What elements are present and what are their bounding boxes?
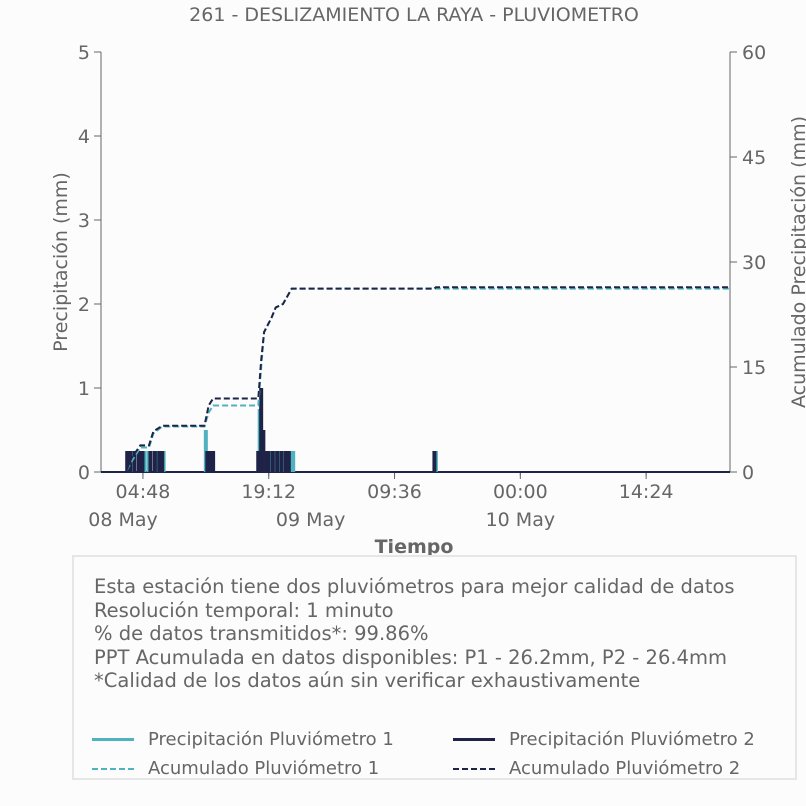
precip-bar-p2 (263, 451, 268, 472)
precip-bar-p1 (291, 451, 296, 472)
accumulated-line-a1 (101, 287, 730, 473)
accumulated-line-a2 (101, 286, 730, 473)
precip-bar-p2 (283, 451, 288, 472)
y-tick-label: 3 (78, 210, 90, 232)
precip-bar-p2 (205, 451, 210, 472)
x-tick-label: 04:48 (116, 481, 171, 503)
legend-swatch-a1 (92, 767, 134, 770)
legend-label-p2: Precipitación Pluviómetro 2 (509, 729, 755, 750)
y2-tick-label: 60 (742, 42, 766, 64)
precip-bar-p2 (259, 388, 264, 472)
info-line-stations: Esta estación tiene dos pluviómetros par… (94, 575, 735, 598)
legend-label-a2: Acumulado Pluviómetro 2 (509, 758, 741, 779)
x-tick-label: 00:00 (493, 481, 548, 503)
precip-bar-p2 (157, 451, 162, 472)
y-axis-label: Precipitación (mm) (50, 172, 72, 352)
y2-axis-label: Acumulado Precipitación (mm) (788, 116, 806, 408)
y-tick-label: 0 (78, 462, 90, 484)
y2-tick-label: 0 (742, 462, 754, 484)
plot-area (101, 286, 730, 473)
y2-tick-label: 45 (742, 147, 766, 169)
precip-bar-p2 (286, 451, 291, 472)
precip-bar-p2 (266, 451, 271, 472)
legend-label-p1: Precipitación Pluviómetro 1 (148, 729, 394, 750)
legend-item-p2: Precipitación Pluviómetro 2 (453, 729, 755, 750)
precip-bar-p2 (208, 451, 213, 472)
legend-label-a1: Acumulado Pluviómetro 1 (148, 758, 380, 779)
precip-bar-p1 (142, 451, 147, 472)
info-panel: Esta estación tiene dos pluviómetros par… (72, 555, 797, 780)
info-line-resolution: Resolución temporal: 1 minuto (94, 598, 394, 622)
legend-item-a1: Acumulado Pluviómetro 1 (92, 758, 379, 779)
y-tick-label: 4 (78, 126, 90, 148)
legend-item-p1: Precipitación Pluviómetro 1 (92, 729, 394, 750)
precip-bar-p2 (275, 451, 280, 472)
x-axis-label: Tiempo (375, 536, 454, 558)
x-date-label: 09 May (276, 509, 346, 531)
legend-item-a2: Acumulado Pluviómetro 2 (453, 758, 740, 779)
info-text: Esta estación tiene dos pluviómetros par… (94, 575, 735, 693)
x-date-label: 10 May (486, 509, 556, 531)
y-tick-label: 1 (78, 378, 90, 400)
precip-bar-p2 (132, 451, 137, 472)
y2-tick-label: 15 (742, 357, 766, 379)
y-tick-label: 5 (78, 42, 90, 64)
precip-bar-p2 (148, 451, 153, 472)
precip-bar-p2 (256, 451, 261, 472)
precip-bar-p2 (261, 430, 266, 472)
y-tick-label: 2 (78, 294, 90, 316)
rainfall-chart: 261 - DESLIZAMIENTO LA RAYA - PLUVIOMETR… (50, 4, 806, 558)
info-line-transmitted: % de datos transmitidos*: 99.86% (94, 622, 429, 645)
x-tick-label: 14:24 (619, 481, 674, 503)
x-date-label: 08 May (88, 509, 158, 531)
info-line-accumulated: PPT Acumulada en datos disponibles: P1 -… (94, 645, 727, 669)
info-line-quality: *Calidad de los datos aún sin verificar … (94, 669, 641, 692)
legend-swatch-p1 (92, 738, 134, 741)
precip-bar-p2 (279, 451, 284, 472)
y2-tick-label: 30 (742, 252, 766, 274)
chart-title: 261 - DESLIZAMIENTO LA RAYA - PLUVIOMETR… (189, 4, 639, 26)
x-tick-label: 19:12 (241, 481, 296, 503)
precip-bar-p2 (140, 451, 145, 472)
legend-swatch-p2 (453, 738, 495, 741)
precip-bar-p2 (160, 451, 165, 472)
precip-bar-p2 (125, 451, 130, 472)
x-tick-label: 09:36 (367, 481, 422, 503)
legend-swatch-a2 (453, 767, 495, 770)
precip-bar-p2 (270, 451, 275, 472)
precip-bar-p2 (211, 451, 216, 472)
precip-bar-p2 (152, 451, 157, 472)
precip-bar-p2 (432, 451, 437, 472)
precip-bar-p2 (136, 451, 141, 472)
